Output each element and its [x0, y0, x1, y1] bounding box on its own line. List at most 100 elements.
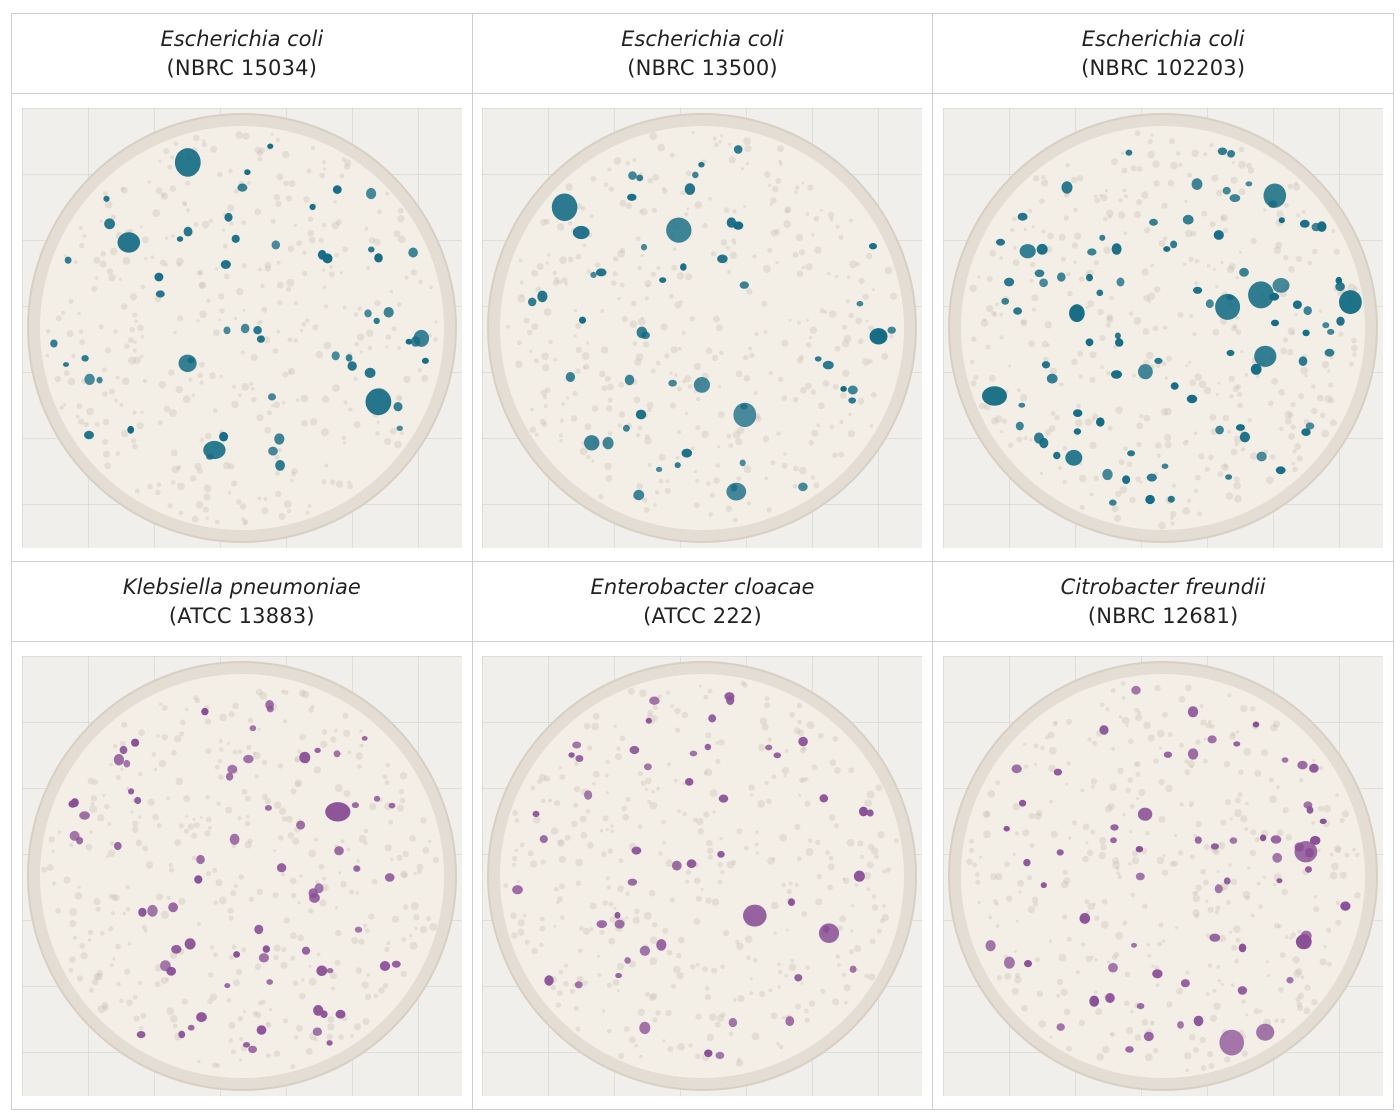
medium-texture	[644, 506, 651, 513]
medium-texture	[977, 274, 981, 279]
medium-texture	[273, 801, 282, 809]
colony	[256, 334, 265, 343]
medium-texture	[969, 359, 975, 364]
medium-texture	[647, 799, 652, 804]
medium-texture	[1107, 959, 1111, 964]
colony	[1209, 933, 1221, 942]
medium-texture	[282, 718, 287, 724]
plate-header-5: Enterobacter cloacae (ATCC 222)	[471, 560, 934, 643]
colony	[373, 795, 380, 802]
medium-texture	[685, 272, 693, 280]
medium-texture	[201, 141, 207, 147]
medium-texture	[625, 160, 631, 165]
medium-texture	[812, 763, 818, 770]
medium-texture	[308, 849, 316, 857]
medium-texture	[1323, 804, 1332, 813]
medium-texture	[120, 767, 124, 771]
medium-texture	[1161, 868, 1169, 876]
medium-texture	[1031, 896, 1039, 903]
colony	[1335, 281, 1346, 291]
medium-texture	[108, 893, 114, 899]
medium-texture	[1036, 809, 1043, 816]
medium-texture	[989, 249, 997, 257]
medium-texture	[506, 324, 511, 329]
medium-texture	[1104, 188, 1109, 192]
medium-texture	[184, 180, 190, 186]
medium-texture	[261, 759, 268, 765]
medium-texture	[597, 972, 602, 977]
strain-id: (NBRC 12681)	[1087, 603, 1239, 628]
medium-texture	[764, 170, 772, 178]
medium-texture	[1135, 760, 1141, 767]
medium-texture	[542, 363, 550, 371]
medium-texture	[795, 1002, 802, 1010]
medium-texture	[982, 809, 991, 818]
medium-texture	[1090, 829, 1096, 834]
medium-texture	[168, 408, 177, 417]
medium-texture	[1021, 1004, 1029, 1012]
medium-texture	[787, 888, 793, 894]
medium-texture	[679, 299, 684, 304]
medium-texture	[353, 376, 358, 381]
medium-texture	[1100, 364, 1105, 369]
medium-texture	[259, 319, 263, 323]
medium-texture	[633, 395, 641, 403]
medium-texture	[103, 803, 110, 809]
medium-texture	[1287, 183, 1293, 189]
medium-texture	[714, 141, 720, 147]
medium-texture	[1089, 350, 1097, 358]
plate-medium	[500, 673, 905, 1078]
medium-texture	[795, 184, 801, 190]
medium-texture	[57, 829, 62, 834]
colony	[1108, 962, 1119, 973]
plate-photo-5	[482, 655, 923, 1096]
medium-texture	[347, 749, 352, 754]
medium-texture	[365, 265, 371, 270]
medium-texture	[1240, 814, 1248, 823]
medium-texture	[863, 293, 870, 300]
medium-texture	[192, 694, 199, 700]
medium-texture	[617, 249, 626, 258]
medium-texture	[260, 283, 265, 288]
medium-texture	[647, 177, 654, 183]
colony	[726, 482, 747, 501]
medium-texture	[815, 897, 823, 905]
medium-texture	[694, 362, 702, 370]
medium-texture	[783, 773, 788, 778]
medium-texture	[246, 180, 251, 185]
medium-texture	[1158, 239, 1166, 247]
medium-texture	[1331, 862, 1339, 870]
colony	[740, 459, 747, 466]
medium-texture	[286, 508, 291, 513]
colony	[1181, 978, 1191, 987]
medium-texture	[517, 339, 523, 345]
medium-texture	[334, 929, 342, 936]
medium-texture	[226, 997, 232, 1003]
medium-texture	[179, 719, 186, 725]
medium-texture	[299, 328, 303, 332]
medium-texture	[169, 184, 176, 192]
medium-texture	[857, 839, 864, 847]
colony	[205, 453, 214, 460]
colony	[155, 289, 165, 298]
colony	[1135, 845, 1144, 852]
medium-texture	[1048, 764, 1056, 772]
medium-texture	[1190, 230, 1197, 237]
medium-texture	[809, 439, 815, 445]
medium-texture	[618, 381, 625, 388]
medium-texture	[63, 875, 71, 884]
medium-texture	[840, 391, 848, 399]
medium-texture	[92, 778, 98, 785]
medium-texture	[794, 189, 799, 194]
medium-texture	[1184, 199, 1188, 203]
colony	[1256, 1023, 1275, 1041]
medium-texture	[1122, 919, 1128, 925]
colony	[1085, 337, 1094, 346]
medium-texture	[988, 915, 993, 919]
medium-texture	[1147, 292, 1156, 300]
medium-texture	[1096, 1052, 1105, 1061]
medium-texture	[744, 464, 752, 473]
colony	[184, 937, 196, 950]
medium-texture	[728, 442, 734, 448]
medium-texture	[239, 502, 247, 510]
